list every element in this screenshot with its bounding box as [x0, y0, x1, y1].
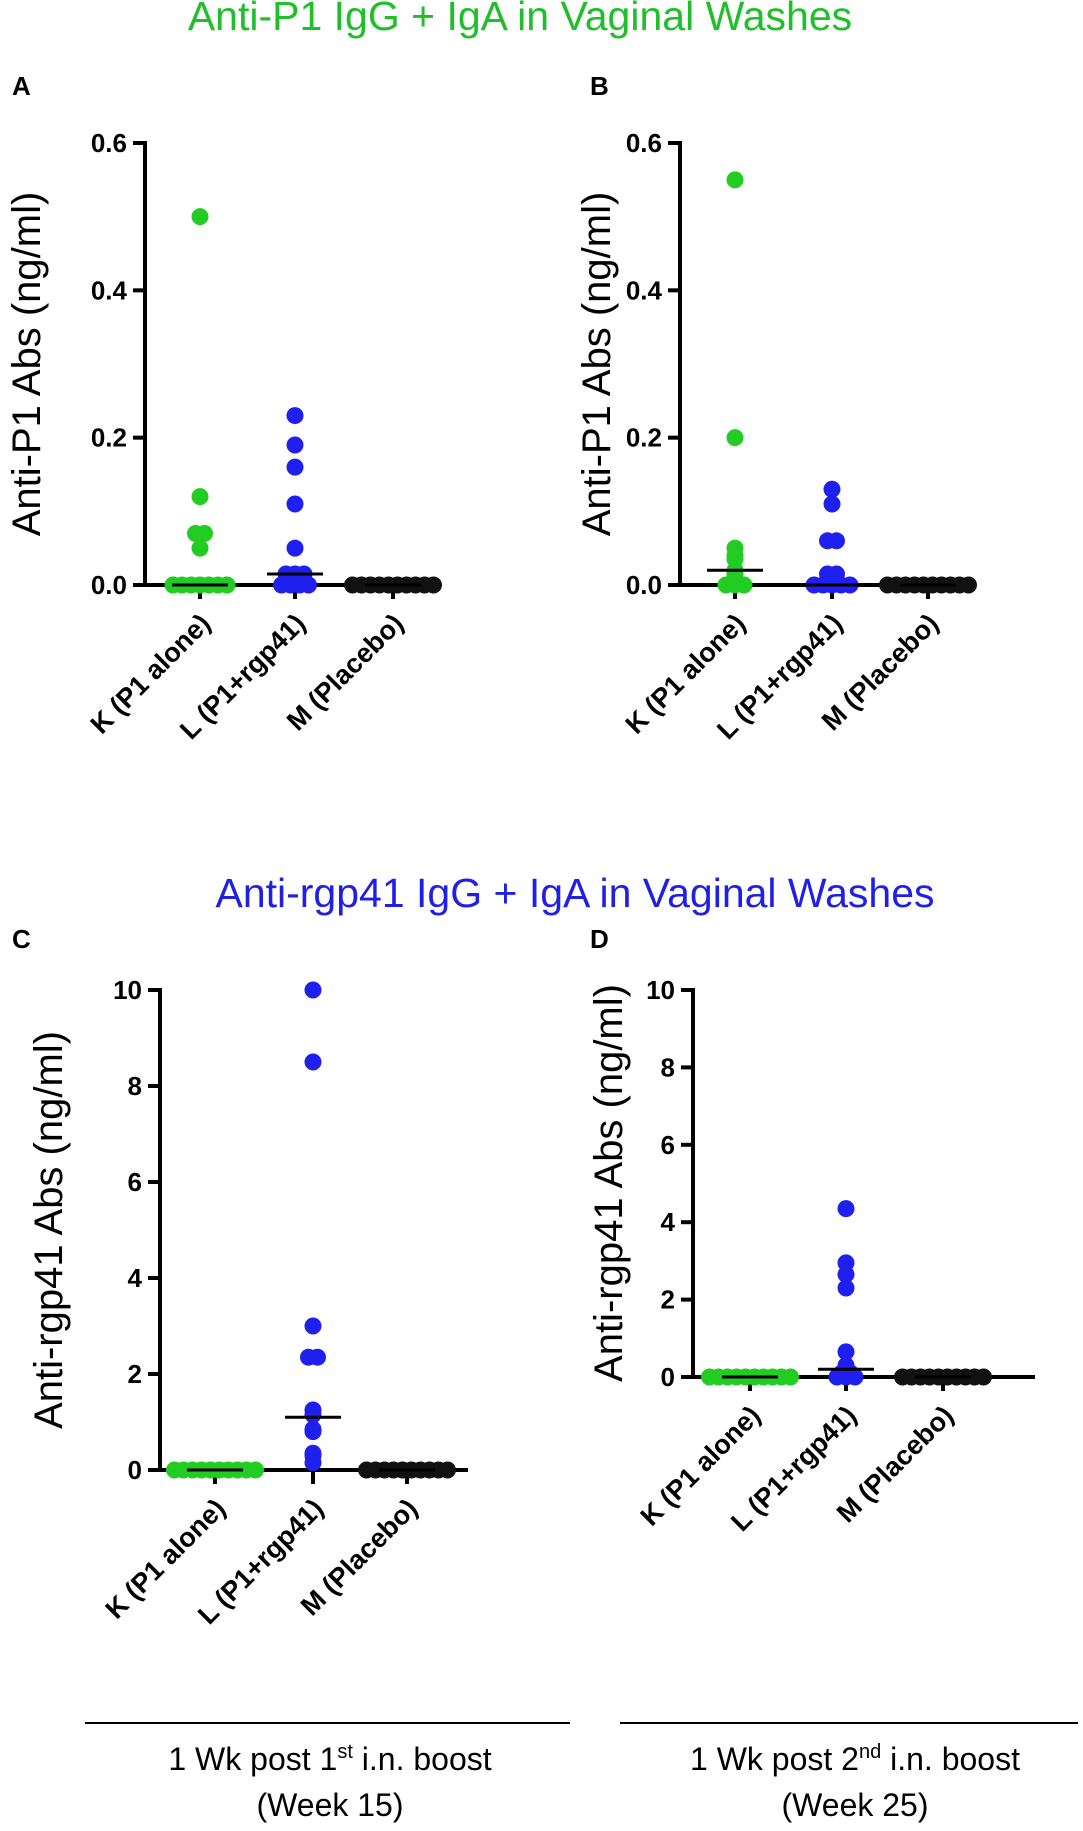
y-tick-label: 4	[128, 1263, 143, 1293]
data-point	[735, 576, 753, 594]
data-point	[286, 539, 304, 557]
y-axis-label: Anti-P1 Abs (ng/ml)	[5, 192, 49, 537]
timepoint-1: 1 Wk post 1st i.n. boost (Week 15)	[85, 1722, 570, 1823]
y-tick-label: 2	[128, 1359, 142, 1389]
data-point	[286, 407, 304, 425]
panel-letter: B	[590, 71, 609, 101]
timepoint-1-line2: (Week 15)	[256, 1787, 403, 1823]
timepoint-2-suffix: i.n. boost	[881, 1741, 1020, 1777]
data-point	[191, 488, 209, 506]
y-tick-label: 10	[646, 975, 675, 1005]
y-axis-label: Anti-P1 Abs (ng/ml)	[575, 192, 619, 537]
y-tick-label: 0.6	[626, 128, 662, 158]
data-point	[726, 171, 744, 189]
timepoint-1-sup: st	[337, 1741, 353, 1763]
y-tick-label: 0.4	[91, 275, 128, 305]
bottom-title: Anti-rgp41 IgG + IgA in Vaginal Washes	[215, 870, 934, 916]
data-point	[286, 436, 304, 454]
data-point	[304, 1406, 322, 1424]
data-point	[823, 480, 841, 498]
y-tick-label: 0.0	[626, 570, 662, 600]
data-point	[304, 1317, 322, 1335]
y-tick-label: 0	[128, 1455, 142, 1485]
data-point	[247, 1461, 264, 1479]
y-tick-label: 10	[113, 975, 142, 1005]
timepoint-2-line1: 1 Wk post 2nd i.n. boost	[690, 1741, 1020, 1777]
y-tick-label: 0.2	[91, 423, 127, 453]
data-point	[191, 208, 209, 226]
data-point	[309, 1348, 326, 1366]
data-point	[828, 532, 845, 550]
data-point	[960, 576, 977, 594]
data-point	[782, 1368, 799, 1386]
data-point	[286, 458, 304, 476]
data-point	[304, 1423, 322, 1441]
panel-letter: C	[12, 924, 31, 954]
data-point	[823, 495, 841, 513]
timepoint-2: 1 Wk post 2nd i.n. boost (Week 25)	[620, 1722, 1078, 1823]
top-title: Anti-P1 IgG + IgA in Vaginal Washes	[188, 0, 852, 39]
data-point	[837, 1343, 855, 1361]
y-tick-label: 0.2	[626, 423, 662, 453]
y-tick-label: 0	[661, 1362, 675, 1392]
timepoint-2-prefix: 1 Wk post 2	[690, 1741, 859, 1777]
y-axis-label: Anti-rgp41 Abs (ng/ml)	[27, 1031, 71, 1429]
timepoint-1-prefix: 1 Wk post 1	[168, 1741, 337, 1777]
data-point	[846, 1368, 864, 1386]
data-point	[304, 981, 322, 999]
timepoint-2-line2: (Week 25)	[781, 1787, 928, 1823]
data-point	[196, 524, 213, 542]
data-point	[300, 576, 317, 594]
y-tick-label: 4	[661, 1207, 676, 1237]
data-point	[304, 1053, 322, 1071]
data-point	[439, 1461, 456, 1479]
y-tick-label: 8	[128, 1071, 142, 1101]
y-tick-label: 2	[661, 1285, 675, 1315]
y-tick-label: 0.4	[626, 275, 663, 305]
data-point	[425, 576, 442, 594]
y-tick-label: 6	[661, 1130, 675, 1160]
data-point	[304, 1454, 322, 1472]
timepoint-1-suffix: i.n. boost	[353, 1741, 492, 1777]
data-point	[726, 429, 744, 447]
y-tick-label: 0.6	[91, 128, 127, 158]
data-point	[837, 1279, 855, 1297]
panel-letter: A	[12, 71, 31, 101]
panel-letter: D	[590, 924, 609, 954]
y-tick-label: 8	[661, 1052, 675, 1082]
data-point	[837, 1200, 855, 1218]
timepoint-2-sup: nd	[859, 1741, 881, 1763]
y-axis-label: Anti-rgp41 Abs (ng/ml)	[587, 984, 631, 1382]
data-point	[191, 539, 209, 557]
y-tick-label: 0.0	[91, 570, 127, 600]
timepoint-1-line1: 1 Wk post 1st i.n. boost	[168, 1741, 491, 1777]
data-point	[286, 495, 304, 513]
y-tick-label: 6	[128, 1167, 142, 1197]
data-point	[837, 1265, 855, 1283]
data-point	[975, 1368, 992, 1386]
